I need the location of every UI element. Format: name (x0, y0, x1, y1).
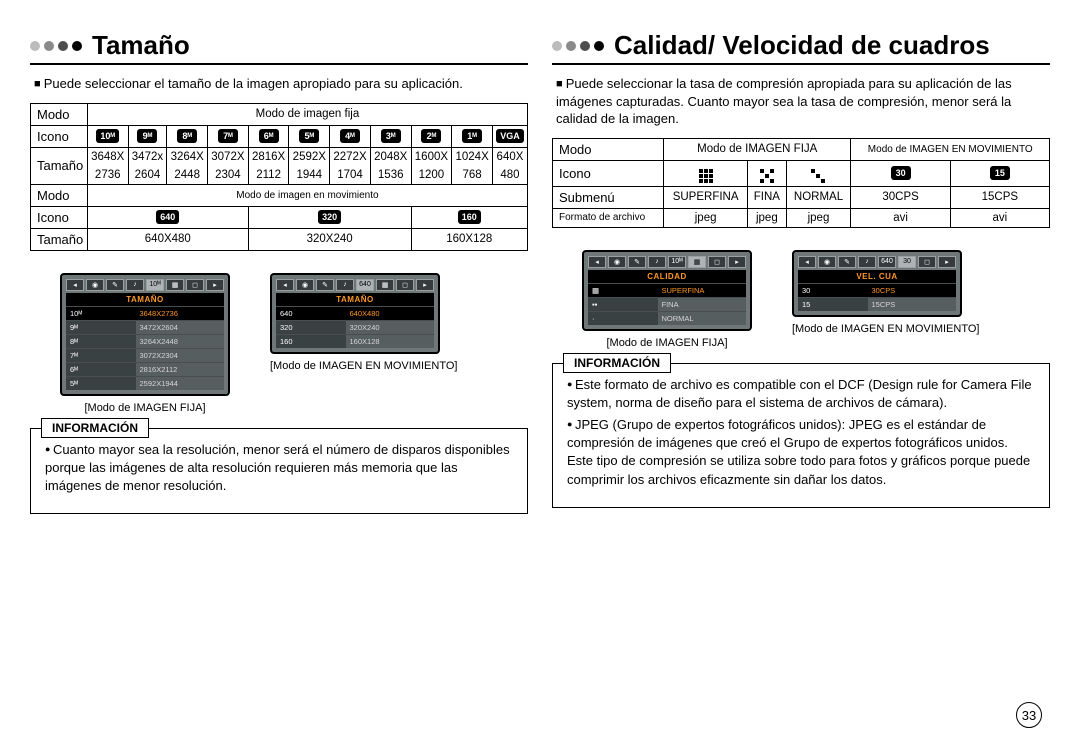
info-item: Este formato de archivo es compatible co… (567, 376, 1035, 412)
size-icon: 6ᴹ (259, 129, 279, 143)
lcd-still: ◂◉✎♪10ᴹ▦◻▸ TAMAÑO 10ᴹ3648X2736 9ᴹ3472X26… (60, 273, 230, 396)
size-icon: 10ᴹ (96, 129, 119, 143)
lcd-fps: ◂◉✎♪64030◻▸ VEL. CUA 3030CPS 1515CPS (792, 250, 962, 317)
info-tab: INFORMACIÓN (41, 418, 149, 439)
lcd-caption: [Modo de IMAGEN EN MOVIMIENTO] (270, 360, 457, 372)
t1-modo-span: Modo de imagen fija (87, 103, 527, 125)
fine-icon (760, 169, 774, 183)
info-item: Cuanto mayor sea la resolución, menor se… (45, 441, 513, 496)
lcd-previews-left: ◂◉✎♪10ᴹ▦◻▸ TAMAÑO 10ᴹ3648X2736 9ᴹ3472X26… (60, 273, 528, 414)
heading-title-left: Tamaño (92, 30, 190, 61)
video-icon: 320 (318, 210, 341, 224)
video-icon: 640 (156, 210, 179, 224)
size-icon: VGA (496, 129, 524, 143)
heading-bar-right: Calidad/ Velocidad de cuadros (552, 30, 1050, 65)
t1-modo2: Modo (31, 184, 88, 206)
size-icon: 3ᴹ (381, 129, 401, 143)
heading-dots (30, 41, 82, 51)
normal-icon (811, 169, 825, 183)
size-icon: 4ᴹ (340, 129, 360, 143)
size-icon: 5ᴹ (299, 129, 319, 143)
intro-left: Puede seleccionar el tamaño de la imagen… (34, 75, 528, 93)
page-number: 33 (1016, 702, 1042, 728)
heading-dots (552, 41, 604, 51)
left-column: Tamaño Puede seleccionar el tamaño de la… (30, 30, 528, 514)
info-item: JPEG (Grupo de expertos fotográficos uni… (567, 416, 1035, 489)
info-box-right: INFORMACIÓN Este formato de archivo es c… (552, 363, 1050, 508)
heading-title-right: Calidad/ Velocidad de cuadros (614, 30, 990, 61)
lcd-caption: [Modo de IMAGEN FIJA] (60, 402, 230, 414)
t1-modo: Modo (31, 103, 88, 125)
size-icon: 2ᴹ (421, 129, 441, 143)
superfine-icon (699, 169, 713, 183)
heading-bar-left: Tamaño (30, 30, 528, 65)
t1-icono: Icono (31, 125, 88, 147)
lcd-quality: ◂◉✎♪10ᴹ▦◻▸ CALIDAD ▦SUPERFINA ▪▪FINA ·NO… (582, 250, 752, 331)
right-column: Calidad/ Velocidad de cuadros Puede sele… (552, 30, 1050, 514)
lcd-caption: [Modo de IMAGEN EN MOVIMIENTO] (792, 323, 979, 335)
intro-right: Puede seleccionar la tasa de compresión … (556, 75, 1050, 128)
info-tab: INFORMACIÓN (563, 353, 671, 374)
size-icon: 7ᴹ (218, 129, 238, 143)
fps-icon: 15 (990, 166, 1010, 180)
lcd-movie: ◂◉✎♪640▦◻▸ TAMAÑO 640640X480 320320X240 … (270, 273, 440, 354)
lcd-caption: [Modo de IMAGEN FIJA] (582, 337, 752, 349)
size-icon: 9ᴹ (137, 129, 157, 143)
info-box-left: INFORMACIÓN Cuanto mayor sea la resoluci… (30, 428, 528, 515)
t1-modo2-span: Modo de imagen en movimiento (87, 184, 527, 206)
t1-tamano2: Tamaño (31, 228, 88, 250)
size-table: Modo Modo de imagen fija Icono 10ᴹ 9ᴹ 8ᴹ… (30, 103, 528, 251)
fps-icon: 30 (891, 166, 911, 180)
t1-icono2: Icono (31, 206, 88, 228)
quality-table: Modo Modo de IMAGEN FIJA Modo de IMAGEN … (552, 138, 1050, 228)
lcd-previews-right: ◂◉✎♪10ᴹ▦◻▸ CALIDAD ▦SUPERFINA ▪▪FINA ·NO… (582, 250, 1050, 349)
size-icon: 8ᴹ (177, 129, 197, 143)
t1-tamano: Tamaño (31, 147, 88, 184)
video-icon: 160 (458, 210, 481, 224)
size-icon: 1ᴹ (462, 129, 482, 143)
